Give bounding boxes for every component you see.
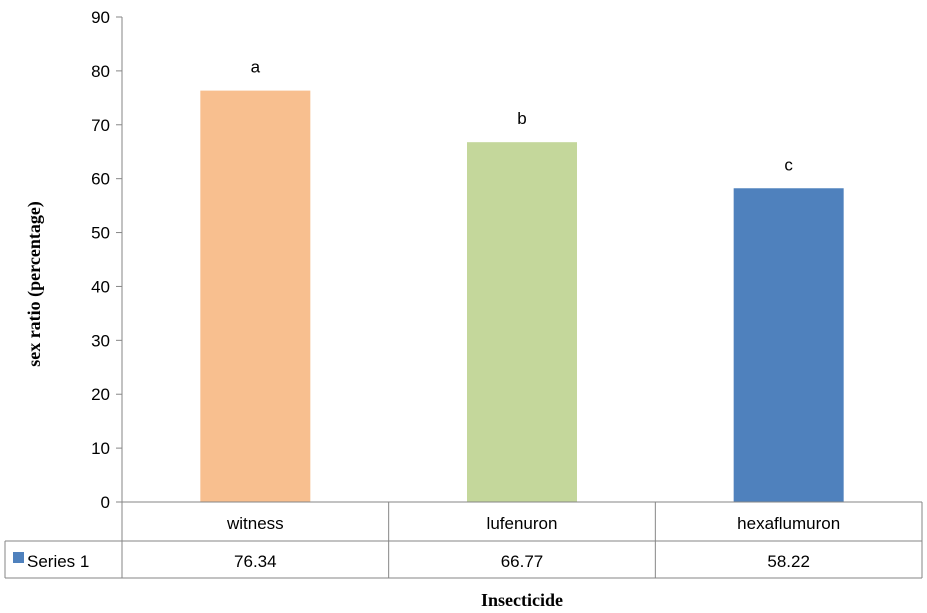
y-tick-label: 20	[91, 385, 110, 404]
data-table: witness 76.34 lufenuron 66.77 hexaflumuron 58…	[4, 501, 923, 579]
legend-series-name: Series 1	[27, 552, 89, 571]
y-tick-label: 40	[91, 277, 110, 296]
x-category-label: witness	[226, 514, 284, 533]
data-table-value: 58.22	[767, 552, 810, 571]
bar	[467, 142, 577, 502]
x-category-label: hexaflumuron	[737, 514, 840, 533]
x-category-label: lufenuron	[487, 514, 558, 533]
bars	[200, 90, 844, 503]
data-table-value: 76.34	[234, 552, 277, 571]
bar	[200, 90, 311, 503]
data-table-value: 66.77	[501, 552, 544, 571]
y-tick-label: 90	[91, 8, 110, 27]
y-axis-title: sex ratio (percentage)	[24, 201, 45, 367]
y-tick-label: 50	[91, 224, 110, 243]
y-tick-label: 60	[91, 170, 110, 189]
bar-letter-labels: a b c	[251, 58, 794, 175]
bar-letter-label: b	[517, 109, 526, 128]
legend-swatch	[13, 552, 24, 563]
bar-letter-label: a	[251, 58, 261, 77]
y-tick-label: 70	[91, 116, 110, 135]
y-tick-label: 0	[101, 493, 110, 512]
bar-letter-label: c	[784, 155, 793, 174]
x-axis-title: Insecticide	[481, 590, 563, 610]
y-axis: 0 10 20 30 40 50 60 70 80 90	[91, 8, 123, 512]
y-tick-label: 80	[91, 62, 110, 81]
bar	[733, 188, 844, 502]
y-tick-label: 10	[91, 439, 110, 458]
y-tick-label: 30	[91, 331, 110, 350]
